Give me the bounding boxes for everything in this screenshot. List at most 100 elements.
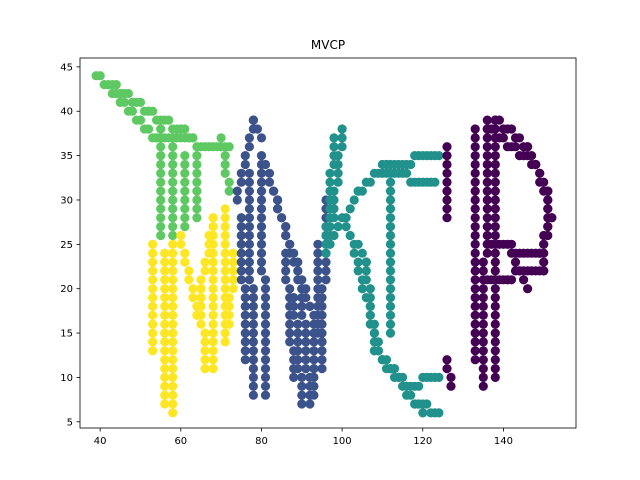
data-point <box>442 151 452 161</box>
data-point <box>482 204 492 214</box>
data-point <box>329 213 339 223</box>
data-point <box>156 222 166 232</box>
data-point <box>156 177 166 187</box>
data-point <box>244 142 254 152</box>
data-point <box>168 275 178 285</box>
y-tick-label: 10 <box>60 373 73 384</box>
series-4 <box>442 115 557 391</box>
data-point <box>148 346 158 356</box>
data-point <box>168 319 178 329</box>
data-point <box>160 390 170 400</box>
data-point <box>220 213 230 223</box>
data-point <box>482 151 492 161</box>
data-point <box>289 301 299 311</box>
data-point <box>184 266 194 276</box>
data-point <box>168 355 178 365</box>
data-point <box>220 337 230 347</box>
data-point <box>418 408 428 418</box>
data-point <box>180 213 190 223</box>
plot-frame <box>79 57 577 429</box>
data-point <box>482 230 492 241</box>
data-point <box>208 328 218 338</box>
data-point <box>236 257 246 267</box>
data-point <box>208 248 218 258</box>
data-point <box>490 168 500 178</box>
data-point <box>470 328 480 338</box>
data-point <box>297 293 307 303</box>
data-point <box>168 142 178 152</box>
data-point <box>317 319 327 329</box>
data-point <box>301 328 311 338</box>
data-point <box>256 168 267 178</box>
data-point <box>490 310 500 320</box>
data-point <box>148 248 158 258</box>
data-point <box>220 222 230 232</box>
data-point <box>301 337 311 347</box>
data-point <box>196 310 206 320</box>
data-point <box>188 284 198 294</box>
data-point <box>148 301 158 311</box>
data-point <box>248 364 258 374</box>
data-point <box>168 213 178 223</box>
data-point <box>236 213 246 223</box>
data-point <box>361 257 371 267</box>
series-1 <box>148 204 238 418</box>
data-point <box>482 239 492 249</box>
data-point <box>385 204 396 214</box>
data-point <box>285 328 295 338</box>
data-point <box>535 168 545 178</box>
data-point <box>325 222 335 232</box>
data-point <box>220 266 230 276</box>
data-point <box>192 168 202 178</box>
data-point <box>160 355 170 365</box>
data-point <box>385 257 396 267</box>
data-point <box>244 177 254 187</box>
data-point <box>244 168 254 178</box>
data-point <box>160 381 170 391</box>
data-point <box>208 355 218 365</box>
data-point <box>385 222 396 232</box>
data-point <box>244 266 254 276</box>
data-point <box>478 293 488 303</box>
data-point <box>236 266 246 276</box>
data-point <box>293 364 303 374</box>
data-point <box>490 364 500 374</box>
data-point <box>220 168 230 178</box>
data-point <box>357 275 367 285</box>
data-point <box>220 275 230 285</box>
data-point <box>192 204 202 214</box>
data-point <box>168 168 178 178</box>
data-point <box>160 266 170 276</box>
data-point <box>321 266 331 276</box>
data-point <box>188 293 198 303</box>
data-point <box>482 213 492 223</box>
x-tick-label: 120 <box>413 436 432 447</box>
data-point <box>478 257 488 267</box>
data-point <box>208 337 218 347</box>
data-point <box>248 390 258 400</box>
data-point <box>224 293 234 303</box>
data-point <box>168 195 178 205</box>
data-point <box>224 186 234 196</box>
data-point <box>478 328 488 338</box>
data-point <box>373 346 383 356</box>
data-point <box>168 293 178 303</box>
data-point <box>192 177 202 187</box>
data-point <box>236 168 246 178</box>
data-point <box>160 372 170 382</box>
data-point <box>478 355 488 365</box>
data-point <box>285 319 295 329</box>
data-point <box>470 230 480 241</box>
data-point <box>256 133 267 143</box>
data-point <box>196 301 206 311</box>
data-point <box>490 319 500 329</box>
data-point <box>470 266 480 276</box>
data-point <box>490 284 500 294</box>
data-point <box>333 177 343 187</box>
data-point <box>156 142 166 152</box>
data-point <box>490 355 500 365</box>
data-point <box>236 275 246 285</box>
data-point <box>385 230 396 241</box>
data-point <box>313 266 323 276</box>
